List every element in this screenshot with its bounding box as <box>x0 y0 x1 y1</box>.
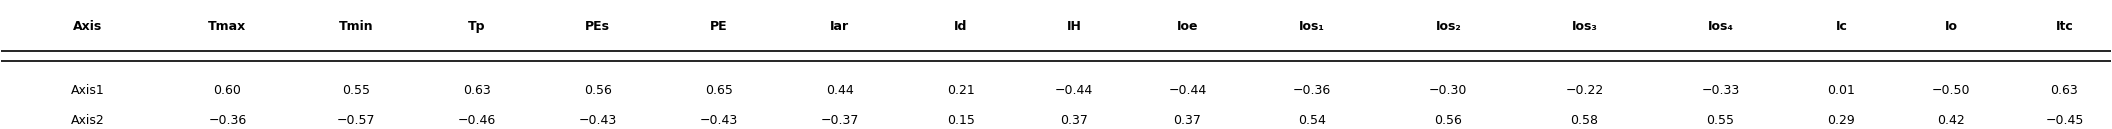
Text: Tp: Tp <box>469 20 486 33</box>
Text: Io: Io <box>1945 20 1958 33</box>
Text: 0.37: 0.37 <box>1174 114 1202 127</box>
Text: Itc: Itc <box>2055 20 2074 33</box>
Text: IH: IH <box>1067 20 1081 33</box>
Text: −0.22: −0.22 <box>1565 84 1603 97</box>
Text: Ic: Ic <box>1835 20 1848 33</box>
Text: −0.30: −0.30 <box>1430 84 1468 97</box>
Text: 0.54: 0.54 <box>1299 114 1326 127</box>
Text: 0.60: 0.60 <box>213 84 241 97</box>
Text: 0.63: 0.63 <box>2051 84 2078 97</box>
Text: Tmax: Tmax <box>209 20 247 33</box>
Text: 0.55: 0.55 <box>342 84 370 97</box>
Text: 0.58: 0.58 <box>1571 114 1599 127</box>
Text: −0.50: −0.50 <box>1932 84 1970 97</box>
Text: 0.42: 0.42 <box>1937 114 1964 127</box>
Text: −0.45: −0.45 <box>2044 114 2085 127</box>
Text: −0.36: −0.36 <box>209 114 247 127</box>
Text: Axis2: Axis2 <box>70 114 103 127</box>
Text: Ios₃: Ios₃ <box>1571 20 1597 33</box>
Text: 0.01: 0.01 <box>1827 84 1854 97</box>
Text: 0.63: 0.63 <box>463 84 490 97</box>
Text: −0.44: −0.44 <box>1056 84 1094 97</box>
Text: Tmin: Tmin <box>338 20 374 33</box>
Text: 0.65: 0.65 <box>705 84 733 97</box>
Text: Ios₄: Ios₄ <box>1706 20 1734 33</box>
Text: 0.55: 0.55 <box>1706 114 1734 127</box>
Text: PE: PE <box>710 20 729 33</box>
Text: Ios₂: Ios₂ <box>1436 20 1462 33</box>
Text: −0.43: −0.43 <box>699 114 737 127</box>
Text: 0.56: 0.56 <box>1434 114 1462 127</box>
Text: 0.44: 0.44 <box>826 84 853 97</box>
Text: Iar: Iar <box>830 20 849 33</box>
Text: Id: Id <box>955 20 967 33</box>
Text: 0.56: 0.56 <box>583 84 612 97</box>
Text: 0.37: 0.37 <box>1060 114 1088 127</box>
Text: Ioe: Ioe <box>1176 20 1198 33</box>
Text: −0.36: −0.36 <box>1293 84 1331 97</box>
Text: 0.21: 0.21 <box>946 84 974 97</box>
Text: 0.15: 0.15 <box>946 114 974 127</box>
Text: Axis1: Axis1 <box>70 84 103 97</box>
Text: −0.43: −0.43 <box>579 114 617 127</box>
Text: −0.37: −0.37 <box>822 114 860 127</box>
Text: −0.44: −0.44 <box>1168 84 1206 97</box>
Text: PEs: PEs <box>585 20 610 33</box>
Text: 0.29: 0.29 <box>1827 114 1854 127</box>
Text: −0.46: −0.46 <box>458 114 496 127</box>
Text: −0.57: −0.57 <box>336 114 376 127</box>
Text: −0.33: −0.33 <box>1702 84 1740 97</box>
Text: Ios₁: Ios₁ <box>1299 20 1324 33</box>
Text: Axis: Axis <box>74 20 101 33</box>
